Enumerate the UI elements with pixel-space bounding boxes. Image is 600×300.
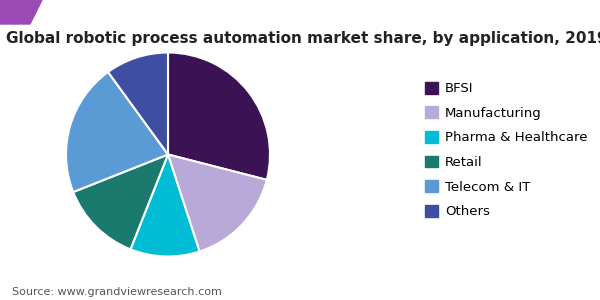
- Wedge shape: [168, 154, 267, 251]
- Wedge shape: [130, 154, 200, 256]
- Legend: BFSI, Manufacturing, Pharma & Healthcare, Retail, Telecom & IT, Others: BFSI, Manufacturing, Pharma & Healthcare…: [425, 82, 587, 218]
- Text: Source: www.grandviewresearch.com: Source: www.grandviewresearch.com: [12, 287, 222, 297]
- Wedge shape: [66, 72, 168, 192]
- Wedge shape: [168, 52, 270, 180]
- Polygon shape: [0, 0, 42, 24]
- Wedge shape: [108, 52, 168, 154]
- Wedge shape: [73, 154, 168, 249]
- Text: Global robotic process automation market share, by application, 2019 (%): Global robotic process automation market…: [6, 32, 600, 46]
